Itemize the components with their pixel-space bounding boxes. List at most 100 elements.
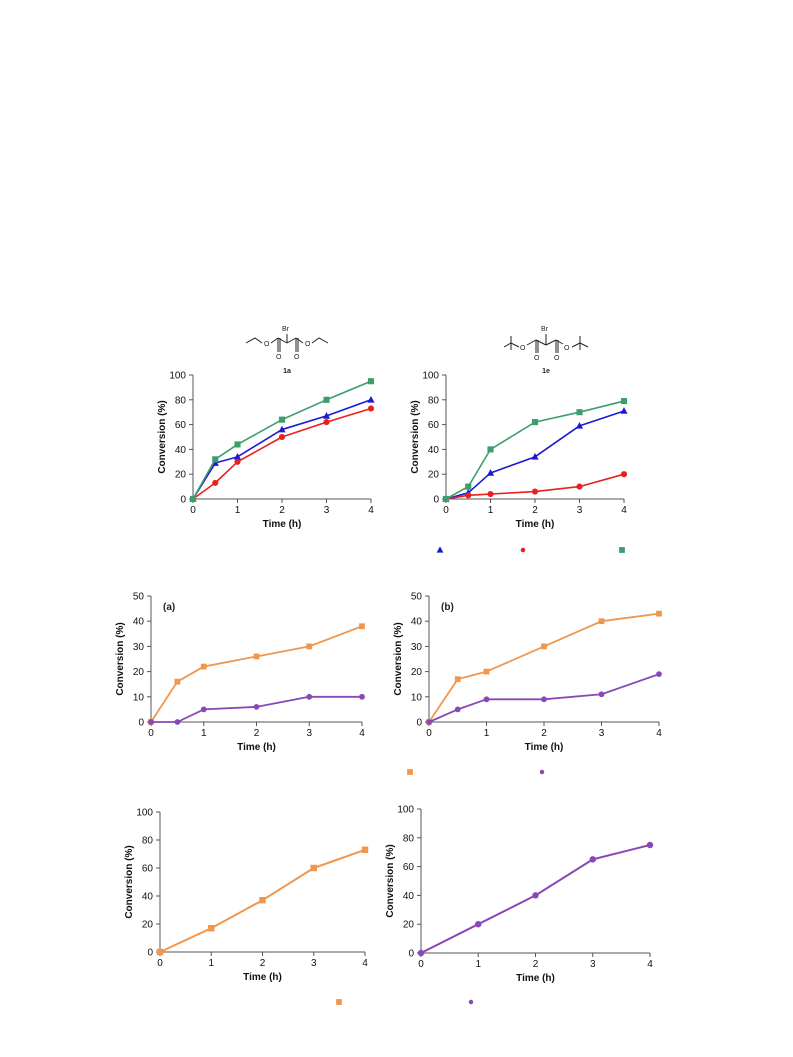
x-axis-title: Time (h) xyxy=(237,742,276,753)
circle-marker xyxy=(465,492,472,499)
square-marker xyxy=(200,663,207,670)
circle-marker xyxy=(487,490,494,498)
triangle-marker xyxy=(575,422,584,429)
tbu-left-bond xyxy=(510,342,520,348)
y-axis-title: Conversion (%) xyxy=(124,845,135,918)
series-circle xyxy=(417,841,654,957)
x-tick-label: 1 xyxy=(475,959,481,970)
compound-label: 1e xyxy=(542,368,550,375)
circle-marker xyxy=(278,433,286,441)
y-tick-label: 20 xyxy=(428,470,440,481)
ester-o-bond-right xyxy=(295,337,304,344)
series-line xyxy=(150,625,363,723)
x-tick-label: 2 xyxy=(260,958,266,969)
x-tick-label: 4 xyxy=(647,959,653,970)
panel-label: (b) xyxy=(441,602,454,613)
x-tick-label: 1 xyxy=(208,958,214,969)
square-marker xyxy=(620,397,628,405)
y-tick-label: 0 xyxy=(138,718,144,729)
x-tick-label: 2 xyxy=(279,505,285,516)
series-line xyxy=(445,473,625,500)
y-axis-title: Conversion (%) xyxy=(157,400,168,473)
atom-o: O xyxy=(564,345,570,352)
triangle-marker xyxy=(620,407,628,414)
series-line xyxy=(445,400,625,500)
y-tick-label: 50 xyxy=(411,592,423,603)
y-tick-label: 80 xyxy=(142,836,154,847)
y-tick-label: 100 xyxy=(136,808,153,819)
chart-3: 0 10 20 30 40 50 0 1 2 3 4 Time (h) Conversion (%) (a… xyxy=(115,592,365,754)
x-tick-label: 0 xyxy=(418,959,424,970)
x-tick-label: 2 xyxy=(532,505,538,516)
y-tick-label: 60 xyxy=(175,420,187,431)
ester-o-bond-left xyxy=(270,337,279,344)
x-tick-label: 4 xyxy=(656,728,662,739)
structure-1e xyxy=(503,334,589,353)
circle-marker xyxy=(468,999,474,1005)
y-tick-label: 20 xyxy=(411,667,423,678)
square-marker xyxy=(656,610,662,617)
y-tick-label: 40 xyxy=(411,617,423,628)
triangle-marker xyxy=(486,469,495,476)
x-tick-label: 0 xyxy=(190,505,196,516)
series-line xyxy=(445,410,625,500)
x-tick-label: 3 xyxy=(311,958,317,969)
circle-marker xyxy=(212,479,219,486)
series-line xyxy=(192,407,372,500)
x-tick-label: 4 xyxy=(362,958,368,969)
x-tick-label: 1 xyxy=(488,505,494,516)
backbone-bond-right xyxy=(286,337,297,344)
chart-2: 0 20 40 60 80 100 0 1 2 3 4 Time (h) Conversion (%) xyxy=(410,371,628,530)
series-triangle xyxy=(189,396,375,502)
circle-marker xyxy=(539,769,545,775)
triangle-marker xyxy=(436,546,444,553)
circle-marker xyxy=(483,696,490,703)
legend-row-2 xyxy=(407,769,545,775)
y-tick-label: 0 xyxy=(416,718,422,729)
y-tick-label: 40 xyxy=(175,445,187,456)
tbu-right-bond xyxy=(571,342,581,348)
y-tick-label: 40 xyxy=(428,445,440,456)
square-marker xyxy=(359,623,365,630)
square-marker xyxy=(189,495,197,503)
circle-marker xyxy=(589,856,596,863)
circle-marker xyxy=(576,483,583,490)
x-tick-label: 0 xyxy=(426,728,432,739)
circle-marker xyxy=(541,696,547,703)
square-marker xyxy=(619,547,625,553)
series-circle xyxy=(426,671,662,725)
y-tick-label: 10 xyxy=(133,692,145,703)
chart-5: 0 20 40 60 80 100 0 1 2 3 4 Time (h) Conversion (%) xyxy=(124,808,369,983)
atom-o: O xyxy=(520,345,526,352)
y-tick-label: 40 xyxy=(403,891,415,902)
square-marker xyxy=(541,643,547,650)
square-marker xyxy=(442,495,450,503)
y-tick-label: 60 xyxy=(142,864,154,875)
atom-br: Br xyxy=(541,326,549,333)
series-circle xyxy=(148,693,365,725)
chart-6: 0 20 40 60 80 100 0 1 2 3 4 Time (h) Conversion (%) xyxy=(385,805,654,984)
legend-row-3 xyxy=(336,999,474,1005)
square-marker xyxy=(336,999,342,1005)
circle-marker xyxy=(646,841,654,849)
y-axis-title: Conversion (%) xyxy=(410,400,421,473)
square-marker xyxy=(212,456,219,463)
structure-1a xyxy=(245,334,329,352)
square-marker xyxy=(234,441,241,448)
x-tick-label: 3 xyxy=(590,959,596,970)
y-tick-label: 20 xyxy=(133,667,145,678)
x-axis-title: Time (h) xyxy=(263,519,302,530)
x-tick-label: 1 xyxy=(235,505,241,516)
atom-o: O xyxy=(276,354,282,361)
square-marker xyxy=(598,618,605,625)
ethyl-left-bond xyxy=(245,337,263,344)
y-tick-label: 0 xyxy=(180,495,186,506)
legend-row-1 xyxy=(436,546,625,553)
y-tick-label: 80 xyxy=(403,833,415,844)
y-tick-label: 40 xyxy=(133,617,145,628)
y-tick-label: 80 xyxy=(428,395,440,406)
y-tick-label: 30 xyxy=(411,642,423,653)
square-marker xyxy=(323,396,330,403)
